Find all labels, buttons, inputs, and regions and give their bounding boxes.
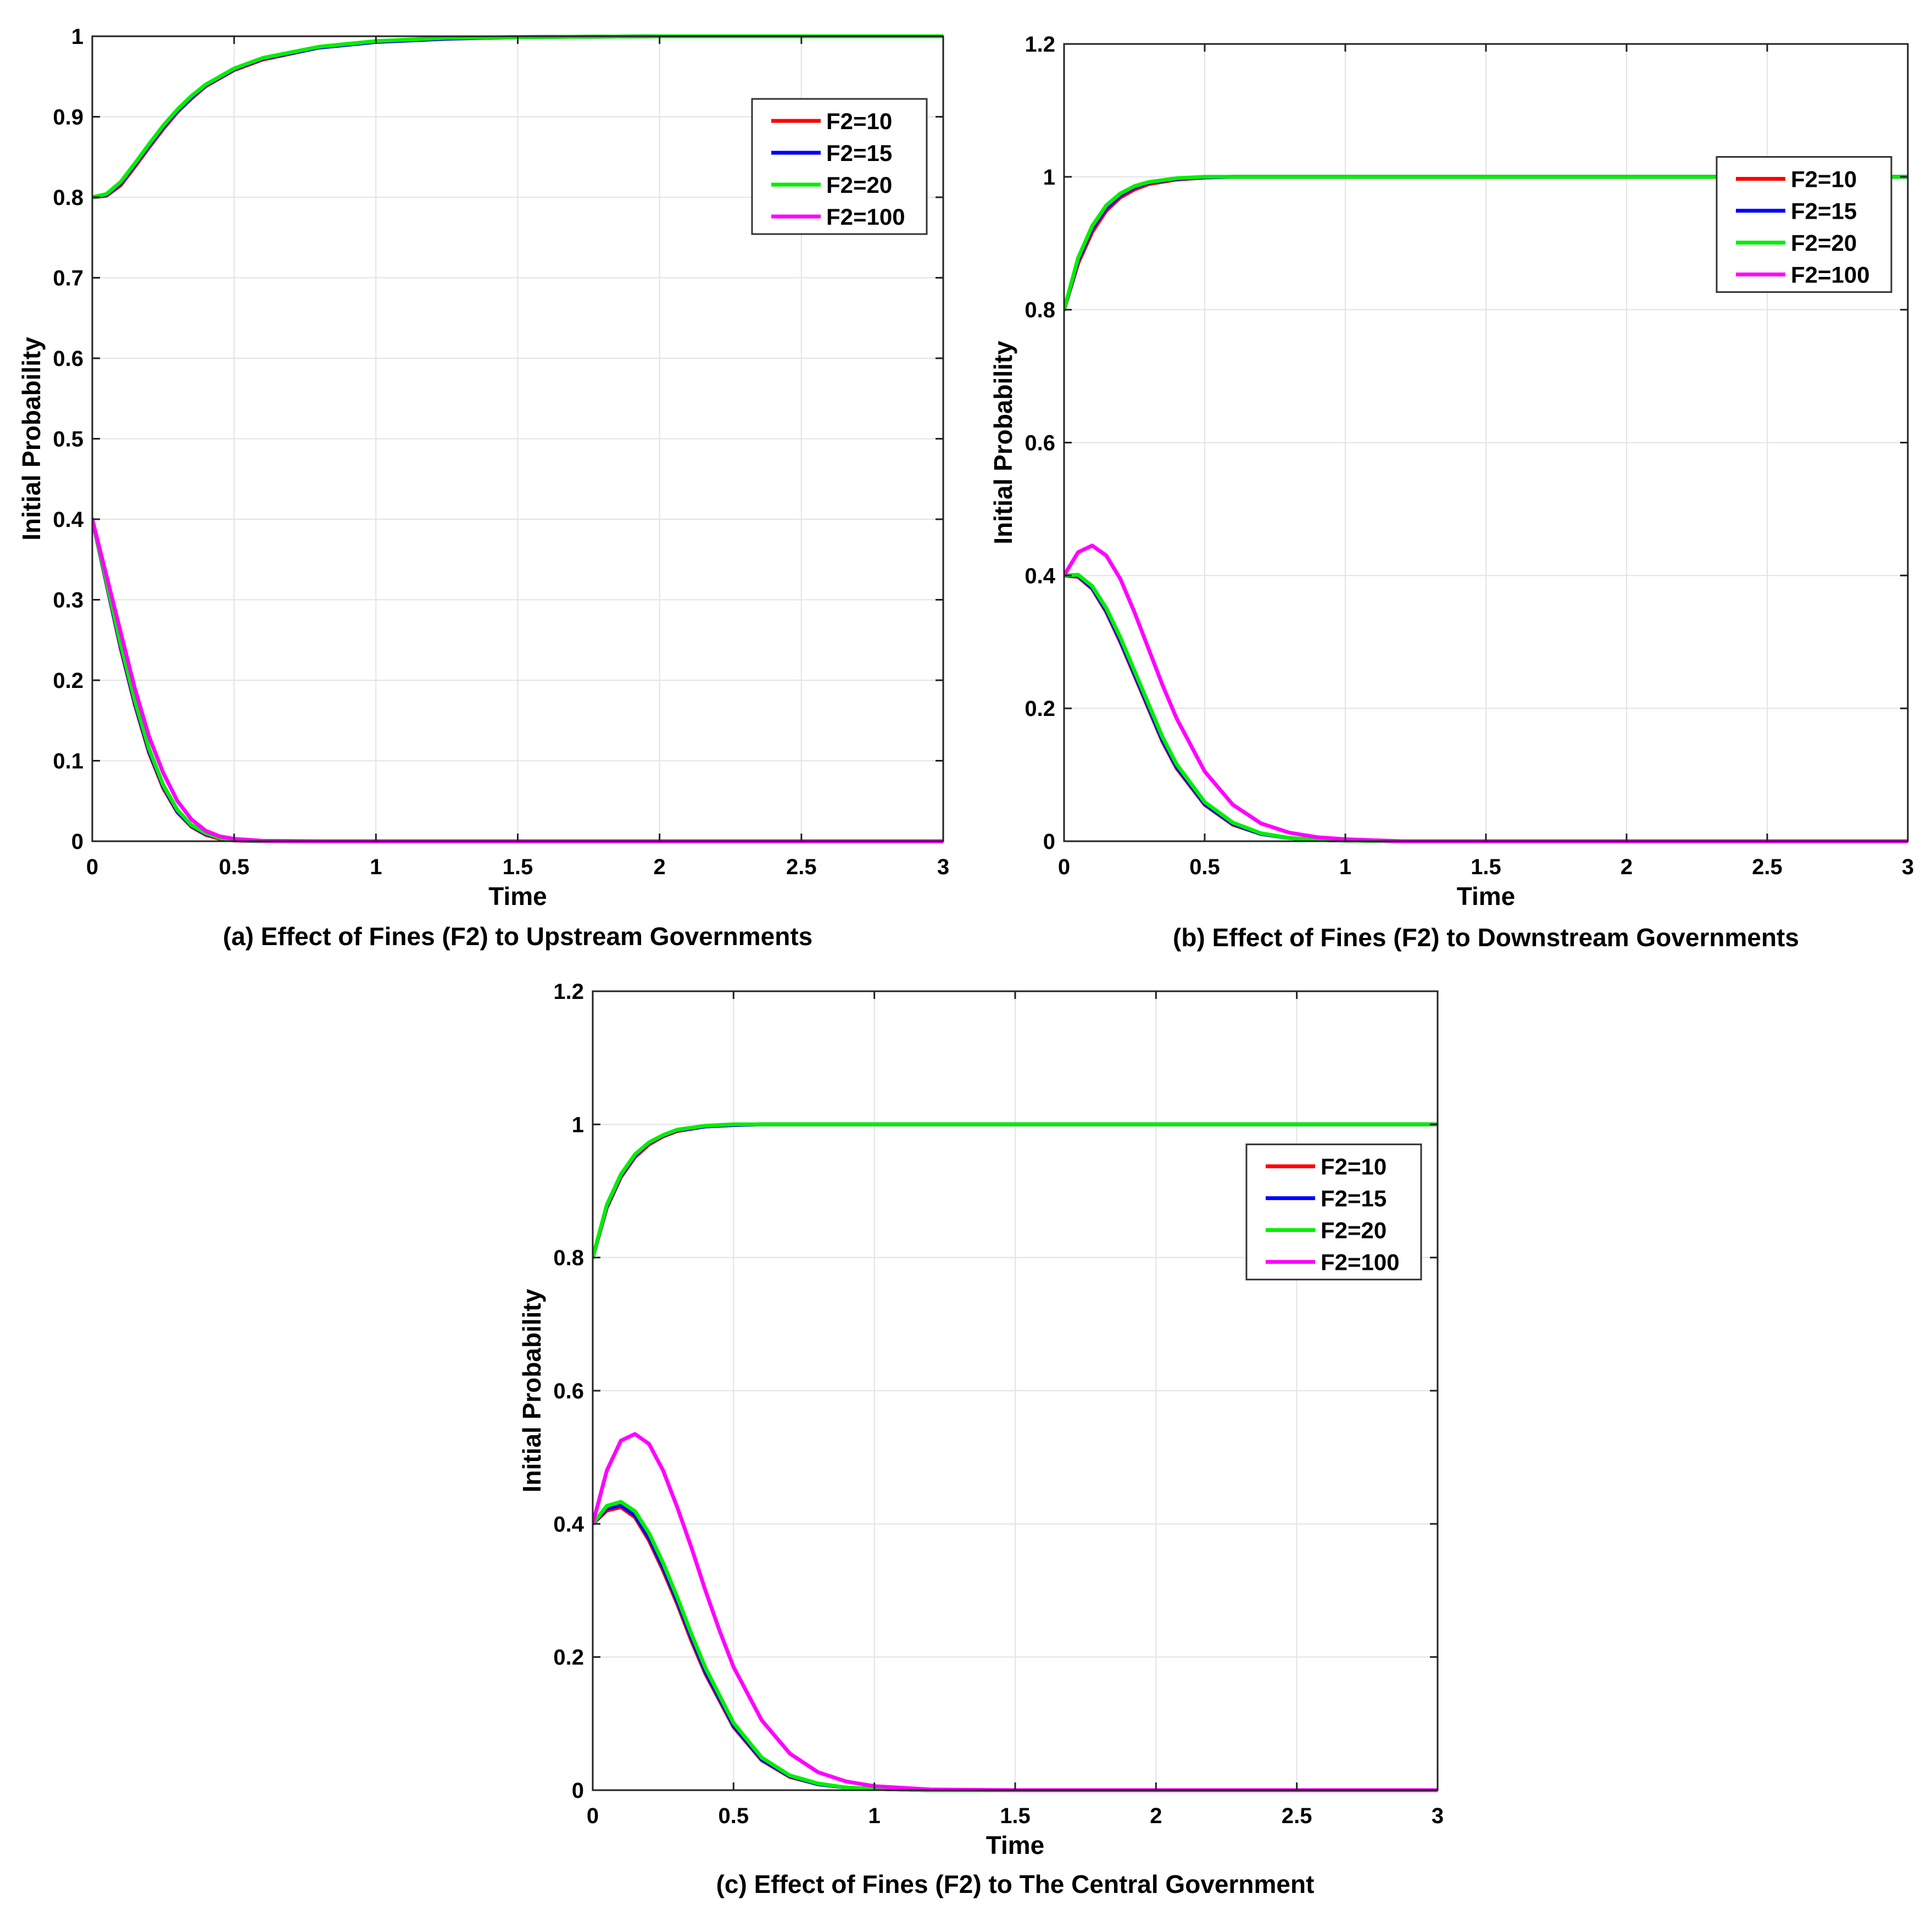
x-tick-label: 3: [937, 855, 949, 879]
x-tick-label: 1.5: [1471, 855, 1501, 879]
x-tick-label: 2: [654, 855, 666, 879]
y-axis-label: Initial Probability: [17, 337, 46, 541]
y-tick-label: 1: [1043, 165, 1055, 190]
y-tick-label: 0.4: [553, 1512, 584, 1536]
y-tick-label: 1.2: [1025, 32, 1055, 57]
x-tick-label: 1: [1339, 855, 1351, 879]
y-tick-label: 0.1: [53, 749, 83, 774]
y-tick-label: 0.8: [53, 186, 83, 210]
legend-label: F2=10: [1321, 1154, 1387, 1180]
legend-label: F2=10: [826, 108, 892, 134]
x-axis-label: Time: [986, 1831, 1045, 1859]
x-axis-label: Time: [1457, 882, 1516, 910]
y-tick-label: 0: [572, 1779, 584, 1803]
x-tick-label: 2.5: [1282, 1804, 1312, 1828]
series-line-f2-20: [593, 1122, 1438, 1260]
x-tick-label: 0: [1058, 855, 1070, 879]
x-axis-label: Time: [488, 882, 547, 910]
y-tick-label: 0.4: [1025, 564, 1055, 588]
y-tick-label: 0.8: [553, 1246, 584, 1270]
x-tick-label: 1.5: [1000, 1804, 1031, 1828]
series-line-f2-20: [1064, 175, 1908, 312]
y-tick-label: 1: [71, 25, 83, 49]
y-tick-label: 0: [1043, 830, 1055, 854]
chart-title: (b) Effect of Fines (F2) to Downstream G…: [1173, 923, 1799, 952]
y-tick-label: 1: [572, 1113, 584, 1137]
legend-label: F2=100: [826, 204, 905, 230]
y-tick-label: 0.6: [53, 347, 83, 371]
x-tick-label: 1: [370, 855, 382, 879]
y-tick-label: 0.8: [1025, 298, 1055, 323]
y-tick-label: 0.2: [1025, 697, 1055, 721]
x-tick-label: 3: [1902, 855, 1914, 879]
x-tick-label: 0: [587, 1804, 599, 1828]
y-tick-label: 0.4: [53, 508, 83, 532]
y-tick-label: 0.7: [53, 266, 83, 291]
y-axis-label: Initial Probability: [517, 1289, 546, 1492]
legend-label: F2=100: [1791, 262, 1870, 288]
x-tick-label: 0.5: [719, 1804, 749, 1828]
chart-panel-c: 0 0.5 1 1.5 2 2.5 3 0 0.2 0.4 0.6 0.8 1 1.2 Time Initia…: [517, 980, 1444, 1898]
y-axis-label: Initial Probability: [989, 341, 1017, 545]
x-tick-label: 0: [86, 855, 98, 879]
legend-label: F2=15: [1321, 1186, 1387, 1212]
chart-title: (a) Effect of Fines (F2) to Upstream Gov…: [223, 922, 813, 951]
x-tick-label: 2.5: [786, 855, 817, 879]
y-tick-label: 0.5: [53, 427, 83, 452]
chart-panel-b: 0 0.5 1 1.5 2 2.5 3 0 0.2 0.4 0.6 0.8 1 1.2 Time Initia…: [989, 32, 1914, 952]
y-tick-label: 0.2: [553, 1646, 584, 1670]
x-tick-label: 1: [868, 1804, 881, 1828]
legend-label: F2=20: [1791, 230, 1857, 256]
legend-label: F2=15: [826, 140, 892, 166]
y-tick-label: 0.2: [53, 669, 83, 693]
y-tick-label: 0.3: [53, 588, 83, 613]
legend-label: F2=10: [1791, 166, 1857, 192]
x-tick-label: 3: [1432, 1804, 1444, 1828]
x-tick-label: 2: [1150, 1804, 1162, 1828]
legend-label: F2=15: [1791, 198, 1857, 224]
y-tick-label: 0.6: [553, 1379, 584, 1403]
y-tick-label: 0: [71, 830, 83, 854]
y-tick-label: 0.6: [1025, 431, 1055, 456]
legend-label: F2=100: [1321, 1249, 1400, 1275]
legend-label: F2=20: [1321, 1218, 1387, 1243]
chart-panel-a: 0 0.5 1 1.5 2 2.5 3 0 0.1 0.2 0.3 0.4 0.5 0.6 0.7 0.8 0.…: [17, 25, 949, 951]
x-tick-label: 2: [1621, 855, 1633, 879]
y-tick-label: 0.9: [53, 105, 83, 130]
y-tick-label: 1.2: [553, 980, 584, 1004]
x-tick-label: 2.5: [1752, 855, 1783, 879]
chart-title: (c) Effect of Fines (F2) to The Central …: [716, 1870, 1315, 1898]
legend-label: F2=20: [826, 172, 892, 198]
x-tick-label: 0.5: [1189, 855, 1220, 879]
x-tick-label: 0.5: [219, 855, 249, 879]
x-tick-label: 1.5: [503, 855, 533, 879]
